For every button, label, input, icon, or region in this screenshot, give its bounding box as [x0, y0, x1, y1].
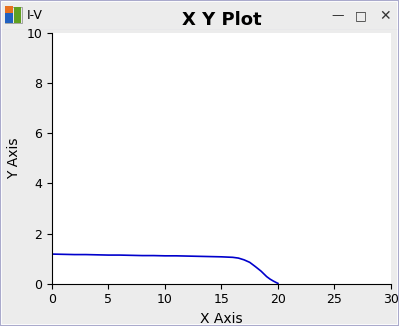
- Text: ✕: ✕: [379, 8, 391, 22]
- Text: I-V: I-V: [27, 9, 43, 22]
- FancyBboxPatch shape: [5, 6, 13, 13]
- FancyBboxPatch shape: [14, 7, 21, 23]
- X-axis label: X Axis: X Axis: [200, 312, 243, 326]
- Y-axis label: Y Axis: Y Axis: [7, 138, 21, 179]
- Title: X Y Plot: X Y Plot: [182, 11, 261, 29]
- Text: □: □: [355, 9, 367, 22]
- FancyBboxPatch shape: [5, 13, 13, 23]
- Text: —: —: [331, 9, 344, 22]
- FancyBboxPatch shape: [5, 7, 22, 23]
